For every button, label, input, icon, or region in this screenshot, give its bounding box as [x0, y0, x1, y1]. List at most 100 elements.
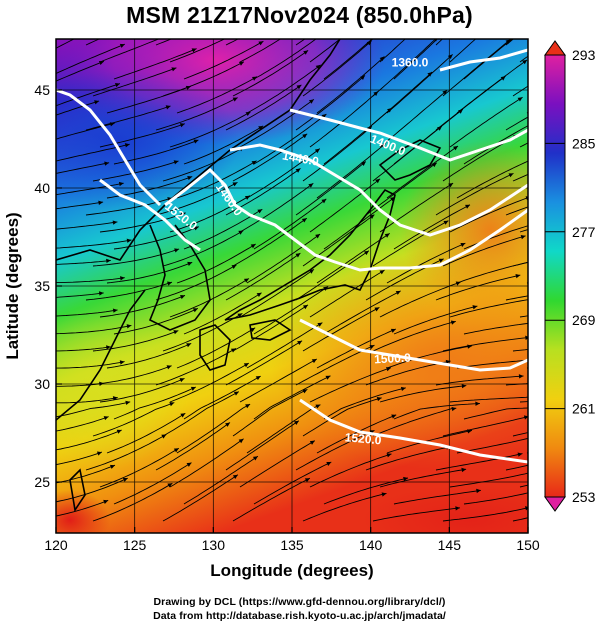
streamline-arrowhead [232, 182, 238, 187]
streamline [56, 292, 104, 298]
streamline [239, 269, 315, 318]
streamline-arrowhead [244, 195, 250, 200]
streamline-arrowhead [523, 415, 528, 420]
streamline [183, 125, 264, 165]
colorbar-ticks: 293 285 277 269 261 253 [545, 47, 596, 505]
streamline-arrowhead [505, 39, 511, 44]
streamline [449, 39, 477, 63]
streamline-arrowhead [373, 6, 378, 11]
streamline-arrowhead [533, 395, 538, 399]
streamline [463, 407, 528, 420]
streamline [232, 217, 308, 267]
streamline-arrowhead [257, 209, 263, 214]
streamline [92, 402, 175, 437]
colorbar-label-285: 285 [572, 135, 596, 151]
streamline [239, 440, 316, 488]
streamline [232, 477, 311, 522]
streamline-arrowhead [237, 313, 243, 318]
streamline-arrowhead [302, 389, 308, 394]
streamline [456, 437, 528, 454]
coastline-taiwan [69, 468, 86, 513]
streamline [183, 40, 264, 80]
streamline [239, 358, 318, 403]
streamline [442, 39, 511, 97]
streamline-arrowhead [465, 204, 471, 209]
streamline-arrowhead [587, 12, 592, 16]
credit-dcl: Drawing by DCL (https://www.gfd-dennou.o… [153, 596, 446, 608]
streamline [56, 401, 131, 418]
streamline [85, 365, 172, 386]
colorbar-scale [544, 54, 566, 498]
streamline-arrowhead [245, 26, 250, 30]
streamline-arrowhead [245, 404, 251, 409]
streamline [309, 453, 392, 488]
streamline [106, 342, 192, 369]
contour-1440 [229, 143, 528, 237]
contour-1400 [289, 108, 528, 162]
streamline [463, 125, 528, 165]
streamline [505, 464, 528, 471]
streamline-arrowhead [427, 71, 433, 77]
streamline-arrowhead [461, 383, 467, 389]
streamline-arrowhead [103, 416, 109, 421]
streamline-arrowhead [232, 474, 238, 480]
streamline-arrowhead [250, 327, 256, 332]
streamline [435, 172, 514, 216]
streamline-arrowhead [315, 404, 321, 409]
streamline [309, 269, 385, 318]
streamline-arrowhead [258, 41, 264, 46]
streamline [85, 281, 173, 301]
streamline [379, 39, 406, 63]
streamline-arrowhead [386, 367, 391, 372]
streamline-arrowhead [171, 67, 177, 72]
streamline-arrowhead [476, 488, 481, 494]
x-tick-label-125: 125 [123, 537, 147, 553]
streamline-arrowhead [390, 328, 396, 333]
streamline [162, 313, 243, 352]
contour-1520a [99, 178, 201, 252]
streamline [169, 111, 251, 148]
streamline-arrowhead [96, 451, 102, 456]
streamline-arrowhead [243, 363, 249, 368]
streamline [232, 304, 309, 352]
streamline-arrowhead [186, 343, 192, 348]
streamline-arrowhead [252, 76, 258, 81]
streamline [56, 221, 118, 230]
streamline [449, 396, 528, 403]
streamline-arrowhead [595, 110, 599, 114]
lat-lon-grid [56, 39, 528, 533]
streamline [246, 322, 323, 369]
streamline [56, 259, 111, 265]
streamline [106, 85, 191, 114]
streamline-arrowhead [167, 483, 173, 488]
streamline-arrowhead [531, 297, 536, 301]
streamline-arrowhead [191, 48, 197, 53]
streamline [302, 40, 372, 97]
streamline-arrowhead [126, 238, 132, 243]
streamline-arrowhead [454, 19, 459, 24]
streamline [386, 145, 459, 199]
streamline [155, 97, 238, 131]
streamline [435, 75, 506, 131]
streamline-arrowhead [532, 470, 537, 474]
streamline [85, 105, 171, 131]
streamline-arrowhead [395, 290, 401, 295]
streamline-arrowhead [530, 158, 535, 162]
streamline-arrowhead [295, 253, 301, 258]
streamline [56, 416, 109, 432]
streamline [56, 429, 122, 451]
streamline [239, 39, 282, 63]
colorbar-label-261: 261 [572, 401, 596, 417]
streamline-arrowhead [325, 375, 331, 380]
streamline [113, 462, 192, 505]
streamline [365, 446, 451, 471]
streamline [323, 290, 401, 335]
streamline [372, 507, 461, 522]
contour-1520b [299, 398, 528, 464]
streamline-arrowhead [384, 233, 390, 238]
streamline [379, 385, 467, 403]
streamline-arrowhead [450, 320, 456, 325]
streamline-arrowhead [167, 281, 172, 286]
streamline-arrowhead [252, 456, 258, 461]
streamline-arrowhead [293, 420, 299, 426]
